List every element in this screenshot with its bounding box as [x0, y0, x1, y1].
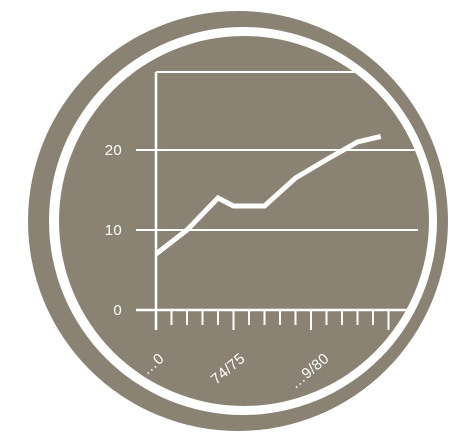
y-tick-label-20: 20 [105, 142, 122, 159]
badge-inner-disc [59, 36, 429, 406]
axes [136, 72, 418, 330]
series [154, 133, 382, 256]
x-ticks [155, 310, 390, 330]
y-tick-label-10: 10 [105, 222, 122, 239]
y-tick-label-0: 0 [113, 302, 122, 319]
y-tick-labels: 0 10 20 [105, 142, 122, 319]
